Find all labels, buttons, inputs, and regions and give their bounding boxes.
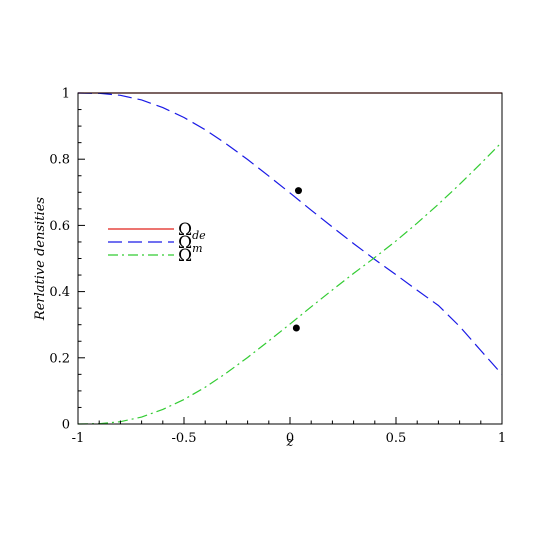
plot-frame: [77, 92, 503, 425]
legend-label-2: Ω: [178, 246, 192, 266]
marker-point-1: [292, 324, 300, 332]
tick-labels: -1 -0.5 0 0.5 1 0 0.2 0.4 0.6 0.8 1: [49, 87, 506, 447]
x-tick-label: 0.5: [386, 431, 407, 446]
x-axis-label: z: [286, 435, 294, 450]
series-line-1: [77, 92, 503, 375]
y-tick-label: 0.4: [49, 285, 70, 300]
y-tick-label: 0: [62, 418, 70, 433]
y-tick-label: 0.8: [49, 153, 70, 168]
y-tick-label: 1: [62, 87, 70, 102]
axis-ticks: [77, 92, 503, 425]
x-tick-label: -0.5: [171, 431, 196, 446]
x-tick-label: 1: [498, 431, 506, 446]
plot-lines: [77, 92, 503, 425]
markers: [292, 187, 302, 332]
y-tick-label: 0.6: [49, 219, 70, 234]
marker-point-0: [294, 187, 302, 195]
x-tick-label: 0: [286, 431, 294, 446]
series-line-2: [77, 141, 503, 425]
y-tick-label: 0.2: [49, 351, 70, 366]
x-tick-label: -1: [72, 431, 85, 446]
y-axis-label: Rerlative densities: [33, 197, 48, 321]
